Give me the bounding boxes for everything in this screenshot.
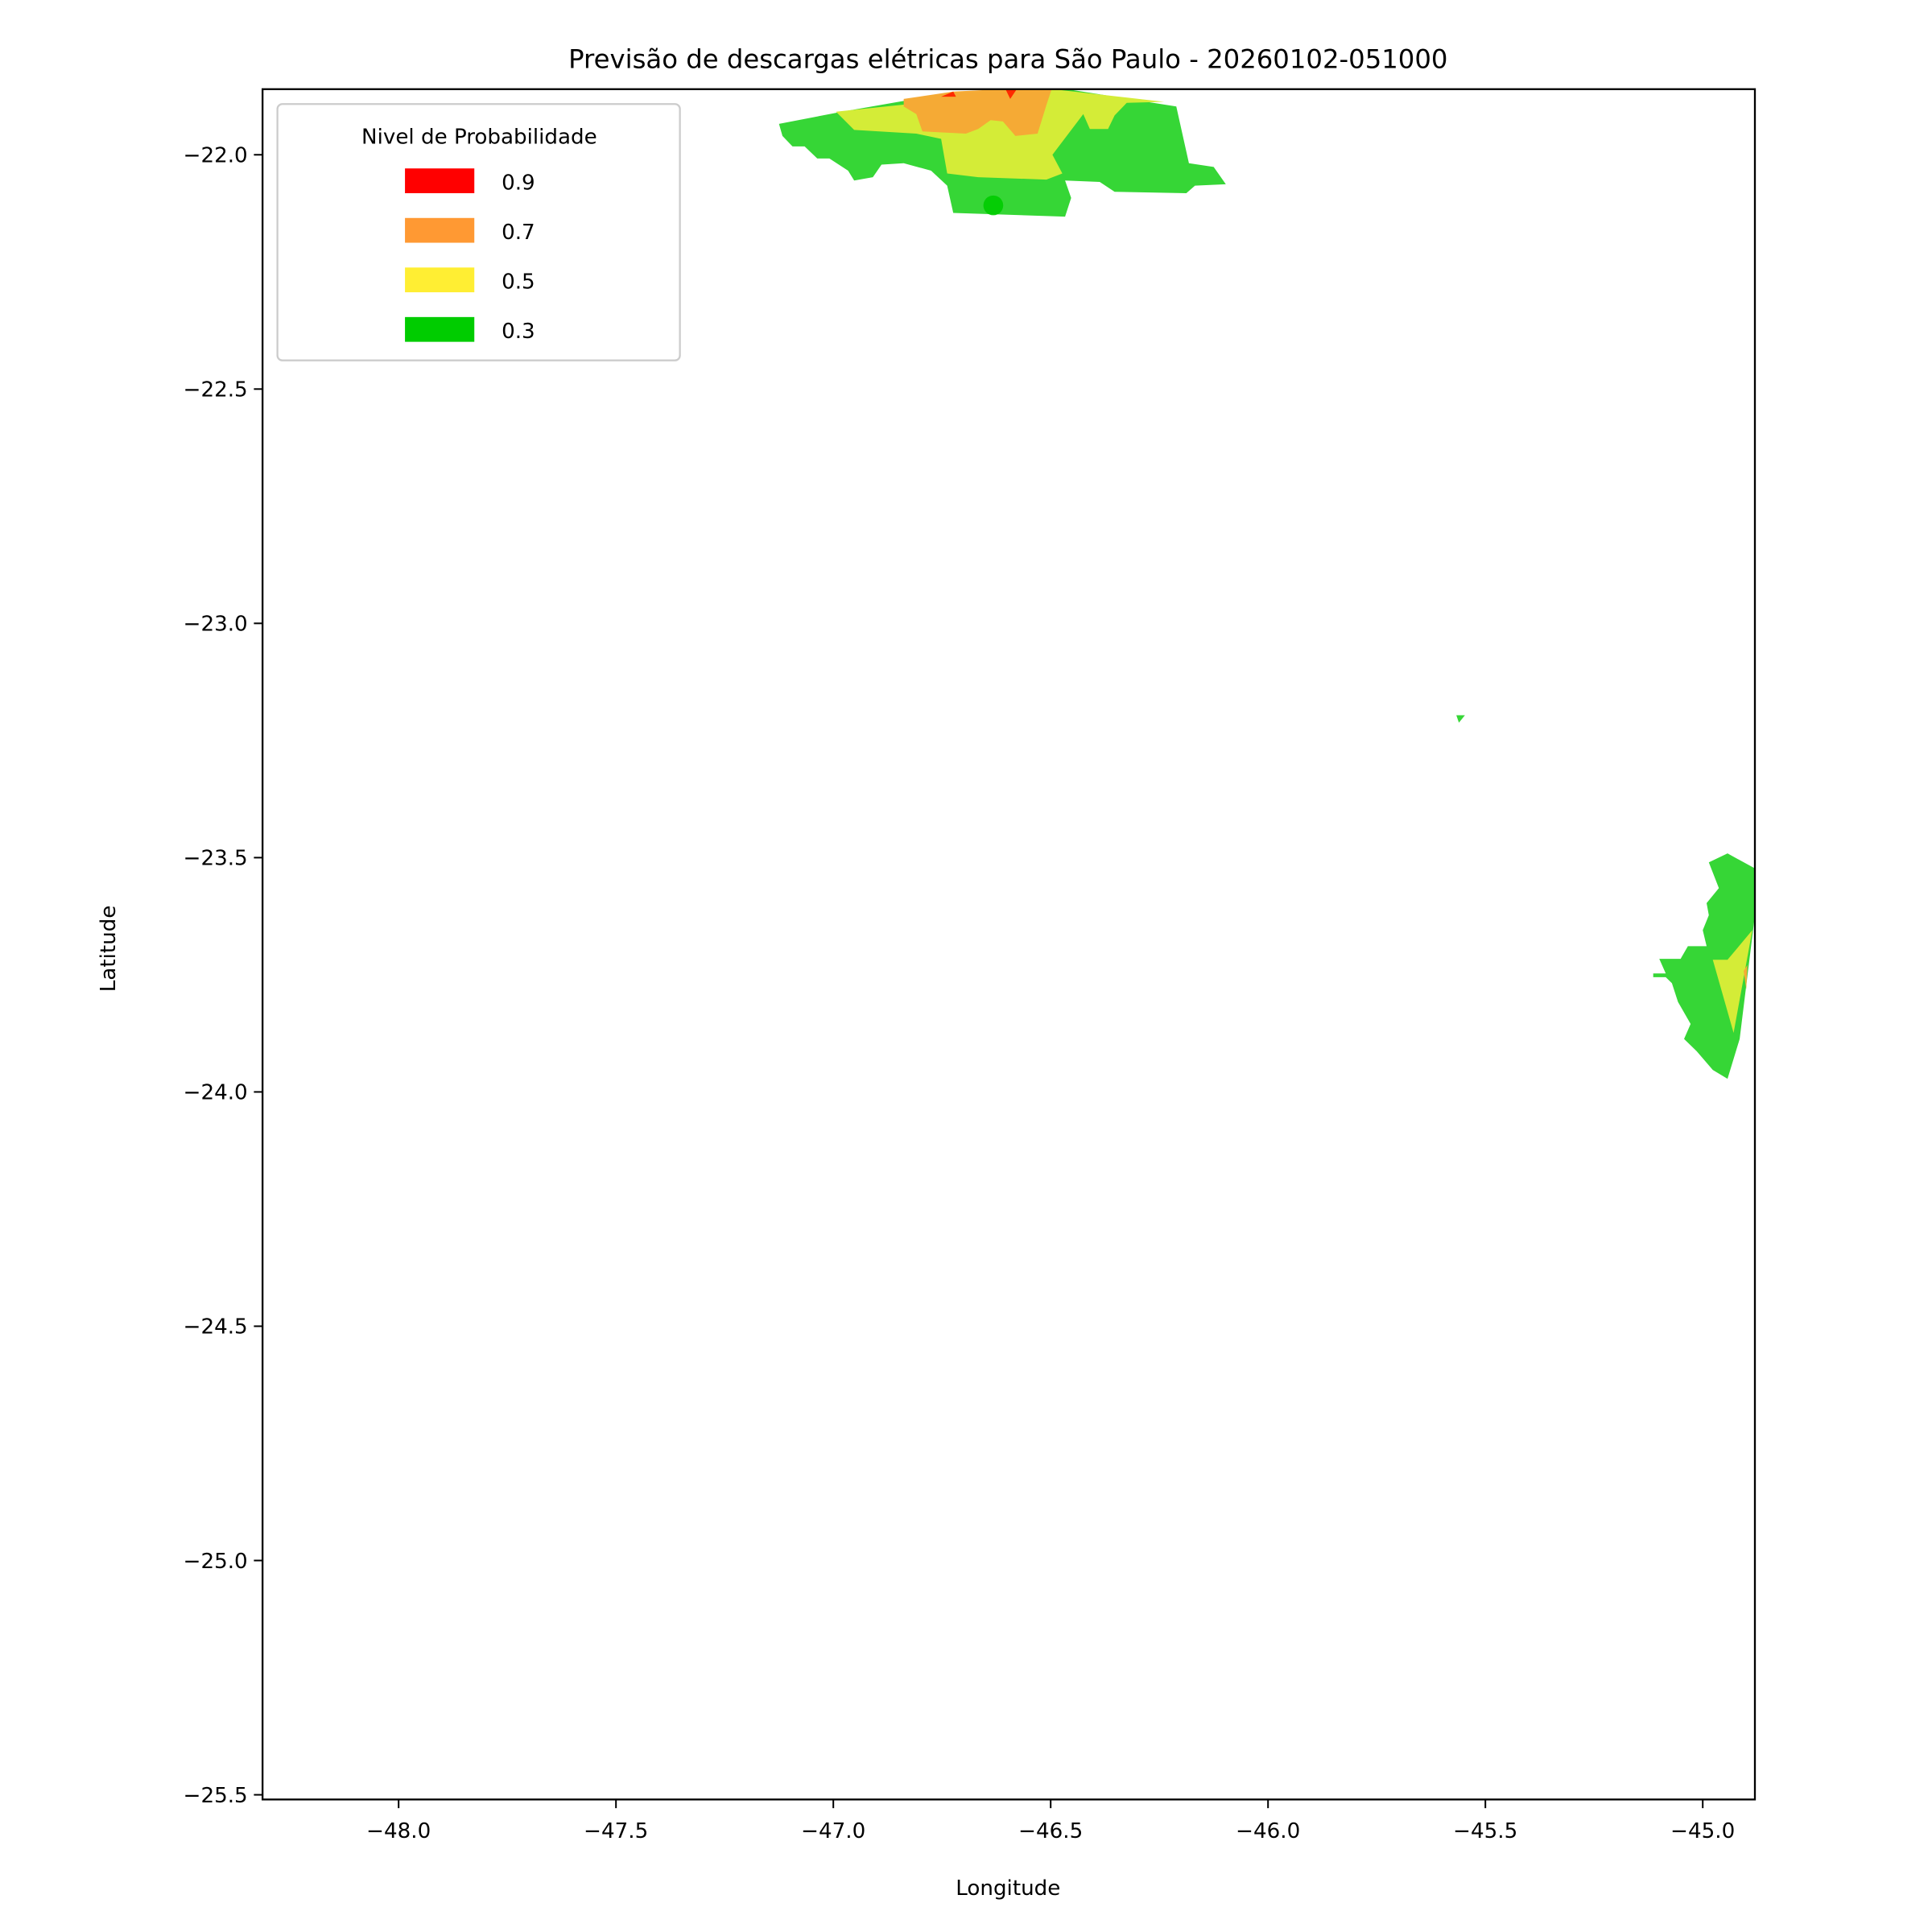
legend-label: 0.9 <box>502 171 535 195</box>
probability-region-0.9 <box>1005 89 1018 99</box>
location-marker <box>983 195 1004 216</box>
y-axis-label: Latitude <box>97 906 121 993</box>
axes-frame <box>261 88 1757 1801</box>
probability-region-0.7 <box>1744 964 1748 989</box>
y-tick-label: −24.5 <box>184 1315 248 1340</box>
probability-region-0.9 <box>941 91 956 97</box>
y-axis: −22.0 −22.5 −23.0 −23.5 −24.0 −24.5 −25.0 −25.5 <box>184 143 263 1808</box>
y-tick-label: −23.0 <box>184 613 248 637</box>
legend-title: Nivel de Probabilidade <box>361 125 597 149</box>
y-tick-label: −22.5 <box>184 378 248 402</box>
plot-area <box>778 89 1755 1080</box>
y-tick-label: −23.5 <box>184 847 248 871</box>
legend-swatch-0.5 <box>405 267 475 293</box>
legend-box <box>276 103 681 361</box>
x-tick-label: −46.0 <box>1236 1819 1300 1843</box>
x-tick-label: −48.0 <box>366 1819 431 1843</box>
y-tick-label: −25.0 <box>184 1550 248 1574</box>
chart-title: Previsão de descargas elétricas para São… <box>568 44 1447 75</box>
x-axis-label: Longitude <box>956 1876 1060 1901</box>
y-tick-label: −25.5 <box>184 1784 248 1808</box>
probability-region-0.3 <box>1456 715 1465 723</box>
x-tick-label: −47.0 <box>801 1819 865 1843</box>
x-tick-label: −45.5 <box>1453 1819 1517 1843</box>
x-tick-label: −46.5 <box>1018 1819 1083 1843</box>
probability-region-0.7 <box>903 89 1052 136</box>
legend-swatch-0.3 <box>405 316 475 342</box>
legend-label: 0.3 <box>502 320 535 344</box>
legend: Nivel de Probabilidade 0.9 0.7 0.5 0.3 <box>276 103 681 361</box>
y-tick-label: −22.0 <box>184 143 248 167</box>
x-tick-label: −47.5 <box>584 1819 648 1843</box>
probability-region-0.3 <box>1653 853 1755 1080</box>
y-tick-label: −24.0 <box>184 1081 248 1105</box>
probability-region-0.5 <box>1712 930 1752 1034</box>
x-tick-label: −45.0 <box>1670 1819 1735 1843</box>
legend-label: 0.7 <box>502 221 535 245</box>
legend-label: 0.5 <box>502 270 535 294</box>
legend-swatch-0.9 <box>405 168 475 193</box>
x-axis: −48.0 −47.5 −47.0 −46.5 −46.0 −45.5 −45.0 <box>366 1799 1735 1843</box>
legend-swatch-0.7 <box>405 217 475 243</box>
